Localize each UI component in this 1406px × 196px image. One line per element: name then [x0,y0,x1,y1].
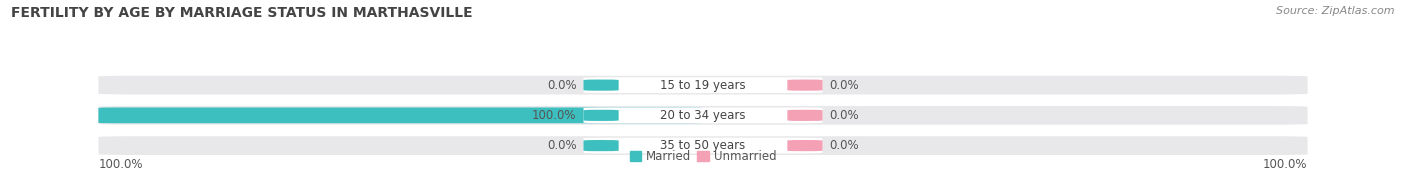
FancyBboxPatch shape [98,107,703,123]
FancyBboxPatch shape [583,138,823,153]
Text: 0.0%: 0.0% [547,79,576,92]
Text: 100.0%: 100.0% [1263,158,1308,171]
Legend: Married, Unmarried: Married, Unmarried [624,145,782,168]
Text: FERTILITY BY AGE BY MARRIAGE STATUS IN MARTHASVILLE: FERTILITY BY AGE BY MARRIAGE STATUS IN M… [11,6,472,20]
Text: 20 to 34 years: 20 to 34 years [661,109,745,122]
FancyBboxPatch shape [98,76,1308,94]
FancyBboxPatch shape [583,110,619,121]
Text: 0.0%: 0.0% [830,79,859,92]
Text: 35 to 50 years: 35 to 50 years [661,139,745,152]
Text: Source: ZipAtlas.com: Source: ZipAtlas.com [1277,6,1395,16]
FancyBboxPatch shape [787,110,823,121]
Text: 100.0%: 100.0% [531,109,576,122]
FancyBboxPatch shape [787,80,823,91]
Text: 15 to 19 years: 15 to 19 years [661,79,745,92]
Text: 0.0%: 0.0% [547,139,576,152]
FancyBboxPatch shape [583,80,619,91]
FancyBboxPatch shape [583,140,619,151]
Text: 100.0%: 100.0% [98,158,143,171]
FancyBboxPatch shape [98,136,1308,155]
FancyBboxPatch shape [98,106,1308,125]
FancyBboxPatch shape [583,77,823,93]
FancyBboxPatch shape [583,107,823,123]
Text: 0.0%: 0.0% [830,139,859,152]
FancyBboxPatch shape [787,140,823,151]
Text: 0.0%: 0.0% [830,109,859,122]
